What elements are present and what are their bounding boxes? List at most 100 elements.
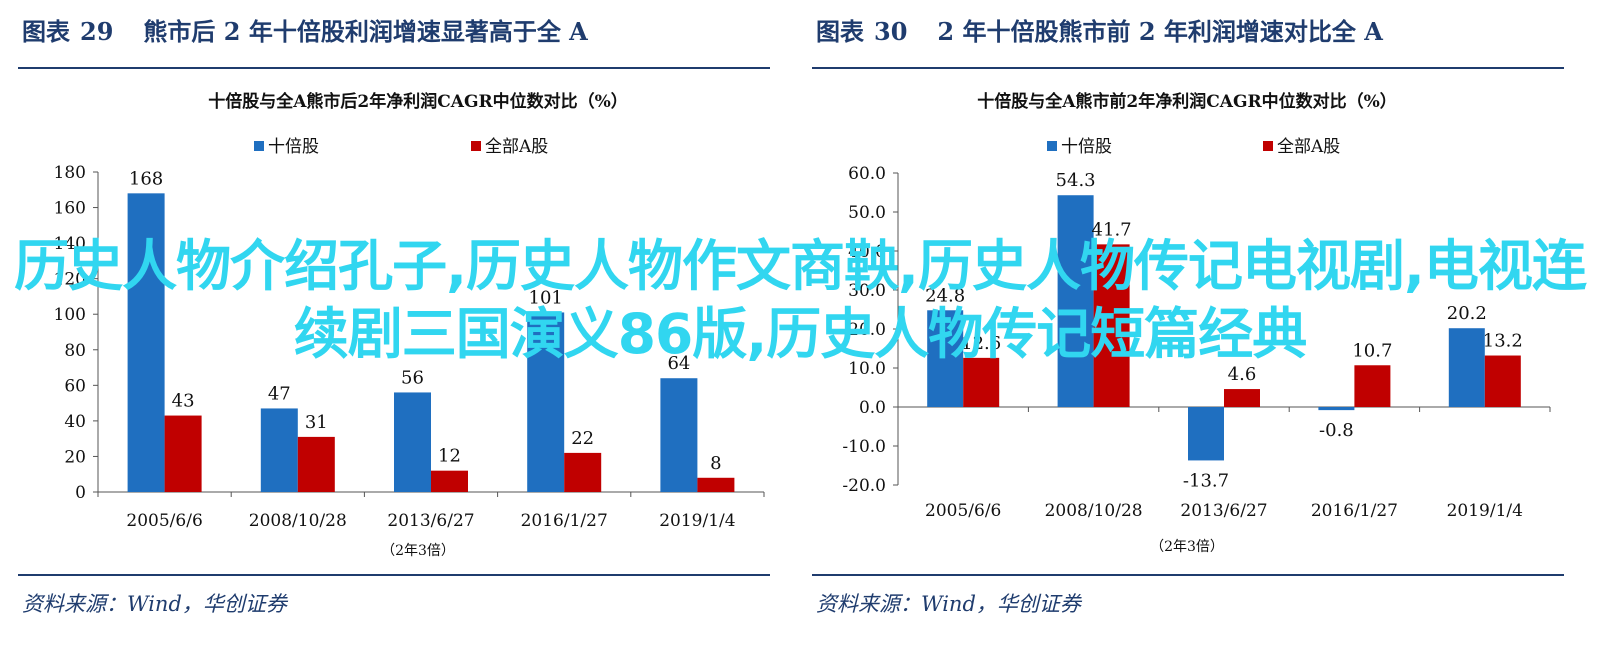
legend-label-1: 全部A股	[1277, 137, 1340, 157]
bar-chart-before-bear: 十倍股与全A熊市前2年净利润CAGR中位数对比（%） 十倍股 全部A股 -20.0 -1…	[842, 91, 1551, 555]
title-rule	[812, 67, 1564, 69]
legend-label-0: 十倍股	[268, 137, 319, 157]
legend-swatch-0	[254, 141, 264, 151]
legend-swatch-1	[471, 141, 481, 151]
data-label-series1: 10.7	[1352, 340, 1392, 361]
bar-series1	[564, 452, 602, 492]
data-label-series0: -0.8	[1319, 420, 1354, 441]
bar-series1	[1224, 389, 1260, 407]
y-tick-label: 0.0	[859, 398, 886, 418]
data-label-series0: 168	[129, 168, 163, 189]
figure-label: 图表	[22, 17, 70, 46]
y-tick-label: 40.0	[848, 242, 886, 262]
x-axis-note: （2年3倍）	[381, 543, 455, 559]
bar-series1	[297, 436, 335, 492]
bar-series0	[1448, 328, 1485, 407]
x-axis-note: （2年3倍）	[1150, 539, 1224, 555]
y-tick-label: -20.0	[842, 476, 886, 496]
data-label-series1: 43	[172, 391, 195, 412]
chart-title: 十倍股与全A熊市后2年净利润CAGR中位数对比（%）	[208, 91, 628, 112]
bar-series1	[164, 415, 202, 492]
figure-number: 29	[80, 17, 114, 46]
x-tick-label: 2016/1/27	[521, 511, 608, 531]
data-label-series1: 31	[305, 412, 328, 433]
y-tick-label: 160	[54, 199, 86, 219]
source-rule	[812, 574, 1564, 576]
data-label-series1: 12	[438, 446, 461, 467]
x-tick-label: 2013/6/27	[1180, 501, 1267, 521]
data-label-series1: 22	[571, 428, 594, 449]
figure-number: 30	[874, 17, 908, 46]
y-tick-label: 40	[64, 412, 86, 432]
bar-series0	[927, 310, 964, 407]
y-tick-label: 0	[75, 483, 86, 503]
figure-caption: 熊市后 2 年十倍股利润增速显著高于全 A	[143, 17, 588, 46]
y-tick-label: 140	[54, 234, 86, 254]
figure-label: 图表	[816, 17, 864, 46]
bar-series0	[260, 408, 298, 492]
data-label-series0: 56	[401, 367, 424, 388]
bar-series0	[1188, 407, 1224, 461]
y-tick-label: 180	[54, 163, 86, 183]
y-tick-label: 80	[64, 341, 86, 361]
y-tick-label: 50.0	[848, 203, 886, 223]
data-label-series1: 41.7	[1092, 219, 1132, 240]
figure-panel-29: 图表 29 熊市后 2 年十倍股利润增速显著高于全 A 十倍股与全A熊市后2年净利润…	[18, 0, 788, 651]
bar-series0	[127, 193, 165, 492]
chart-title: 十倍股与全A熊市前2年净利润CAGR中位数对比（%）	[977, 91, 1397, 112]
bar-chart-after-bear: 十倍股与全A熊市后2年净利润CAGR中位数对比（%） 十倍股 全部A股 0 20 40 60…	[54, 91, 765, 559]
x-tick-label: 2005/6/6	[925, 501, 1001, 521]
data-label-series1: 4.6	[1228, 364, 1257, 385]
x-tick-label: 2008/10/28	[1045, 501, 1143, 521]
bar-series1	[697, 477, 735, 492]
bar-series1	[1484, 355, 1521, 407]
data-label-series0: 54.3	[1056, 170, 1096, 191]
bar-series1	[1093, 244, 1130, 407]
source-note: 资料来源：Wind，华创证券	[22, 592, 287, 616]
bar-series0	[1057, 195, 1094, 407]
figure-title: 图表 30 2 年十倍股熊市前 2 年利润增速对比全 A	[816, 12, 1383, 47]
x-tick-label: 2013/6/27	[387, 511, 474, 531]
y-tick-label: 60.0	[848, 164, 886, 184]
y-tick-label: -10.0	[842, 437, 886, 457]
bar-series0	[394, 392, 431, 492]
bar-series1	[1354, 365, 1391, 407]
bar-series1	[963, 357, 1000, 407]
data-label-series0: 101	[529, 287, 563, 308]
bar-series1	[431, 470, 468, 492]
legend-swatch-0	[1047, 141, 1057, 151]
title-rule	[18, 67, 770, 69]
y-tick-label: 30.0	[848, 281, 886, 301]
y-tick-label: 20.0	[848, 320, 886, 340]
data-label-series0: 20.2	[1447, 303, 1487, 324]
y-tick-label: 10.0	[848, 359, 886, 379]
y-tick-label: 60	[64, 376, 86, 396]
data-label-series0: 64	[667, 353, 690, 374]
x-tick-label: 2005/6/6	[126, 511, 202, 531]
data-label-series1: 13.2	[1483, 331, 1523, 352]
figure-title: 图表 29 熊市后 2 年十倍股利润增速显著高于全 A	[22, 12, 588, 47]
bar-series0	[1318, 407, 1355, 411]
data-label-series0: 47	[268, 383, 291, 404]
x-tick-label: 2019/1/4	[1447, 501, 1523, 521]
data-label-series0: -13.7	[1183, 470, 1229, 491]
data-label-series1: 8	[710, 453, 721, 474]
legend-label-1: 全部A股	[485, 137, 548, 157]
bar-series0	[660, 378, 698, 492]
legend-label-0: 十倍股	[1061, 137, 1112, 157]
source-rule	[18, 574, 770, 576]
overlay-watermark-text: 历史人物介绍孔子,历史人物作文商鞅,历史人物传记电视剧,电视连续剧三国演义86版…	[14, 234, 1587, 366]
bar-series0	[527, 312, 565, 492]
legend-swatch-1	[1263, 141, 1273, 151]
source-note: 资料来源：Wind，华创证券	[816, 592, 1081, 616]
y-tick-label: 100	[54, 305, 86, 325]
figure-caption: 2 年十倍股熊市前 2 年利润增速对比全 A	[937, 17, 1383, 46]
data-label-series1: 12.6	[961, 333, 1001, 354]
x-tick-label: 2008/10/28	[249, 511, 347, 531]
x-tick-label: 2019/1/4	[659, 511, 735, 531]
y-tick-label: 120	[54, 270, 86, 290]
x-tick-label: 2016/1/27	[1311, 501, 1398, 521]
figure-panel-30: 图表 30 2 年十倍股熊市前 2 年利润增速对比全 A 十倍股与全A熊市前2年净利…	[812, 0, 1582, 651]
data-label-series0: 24.8	[925, 285, 965, 306]
y-tick-label: 20	[64, 447, 86, 467]
